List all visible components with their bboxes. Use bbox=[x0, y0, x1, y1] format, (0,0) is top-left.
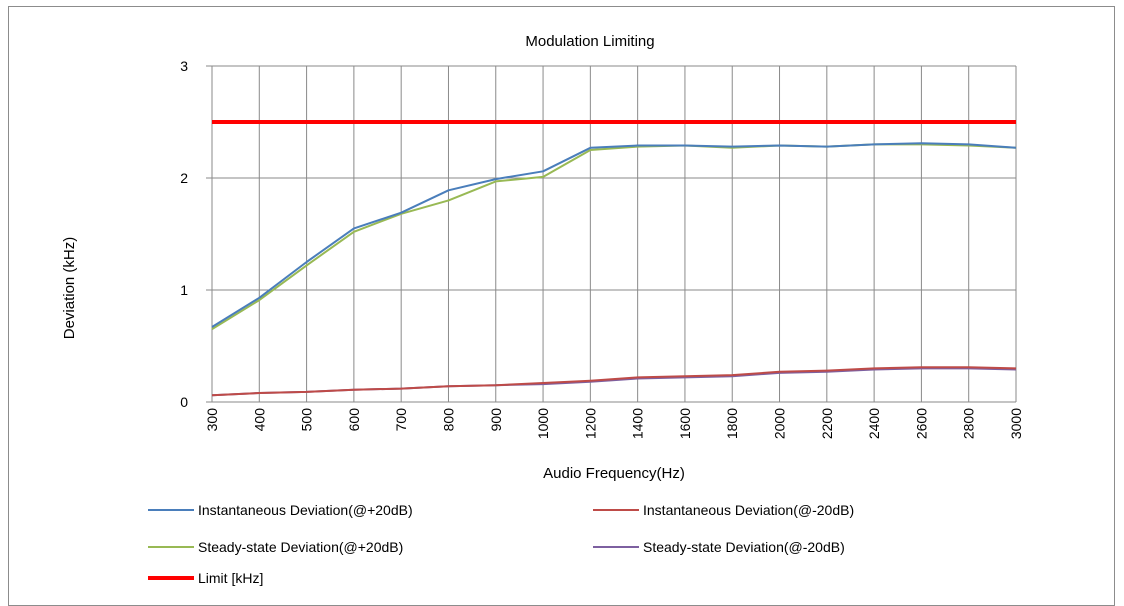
series-layer bbox=[211, 120, 1017, 397]
legend-label: Instantaneous Deviation(@+20dB) bbox=[198, 502, 413, 518]
series-line bbox=[211, 142, 1017, 328]
plot-grid bbox=[206, 65, 1017, 403]
y-axis-label: Deviation (kHz) bbox=[61, 237, 78, 340]
x-axis-label: Audio Frequency(Hz) bbox=[543, 465, 685, 482]
series-line bbox=[211, 366, 1017, 397]
x-tick-label: 1600 bbox=[677, 408, 693, 439]
x-tick-label: 3000 bbox=[1008, 408, 1024, 439]
chart-area bbox=[8, 6, 1115, 606]
legend-label: Limit [kHz] bbox=[198, 570, 263, 586]
legend-label: Instantaneous Deviation(@-20dB) bbox=[643, 502, 854, 518]
x-tick-label: 500 bbox=[299, 408, 315, 432]
y-axis-ticks: 0 1 2 3 bbox=[180, 58, 212, 410]
y-tick-label: 1 bbox=[180, 282, 188, 298]
x-tick-label: 2800 bbox=[961, 408, 977, 439]
y-tick-label: 2 bbox=[180, 170, 188, 186]
x-tick-label: 400 bbox=[251, 408, 267, 432]
legend-label: Steady-state Deviation(@+20dB) bbox=[198, 539, 403, 555]
x-tick-label: 1200 bbox=[582, 408, 598, 439]
x-tick-label: 900 bbox=[488, 408, 504, 432]
x-tick-label: 1400 bbox=[630, 408, 646, 439]
x-axis-ticks: 300 400 500 600 700 800 900 1000 1200 1400 1600 180… bbox=[204, 408, 1024, 439]
modulation-limiting-chart: Modulation Limiting 0 1 2 3 300 400 500 600 700… bbox=[61, 33, 1024, 586]
x-tick-label: 1800 bbox=[724, 408, 740, 439]
x-tick-label: 2600 bbox=[913, 408, 929, 439]
series-line bbox=[211, 143, 1017, 331]
x-tick-label: 300 bbox=[204, 408, 220, 432]
x-tick-label: 2200 bbox=[819, 408, 835, 439]
chart-title: Modulation Limiting bbox=[525, 33, 654, 50]
x-tick-label: 2400 bbox=[866, 408, 882, 439]
legend-label: Steady-state Deviation(@-20dB) bbox=[643, 539, 845, 555]
x-tick-label: 700 bbox=[393, 408, 409, 432]
x-tick-label: 1000 bbox=[535, 408, 551, 439]
x-tick-label: 2000 bbox=[772, 408, 788, 439]
legend: Instantaneous Deviation(@+20dB) Instantan… bbox=[148, 502, 854, 586]
y-tick-label: 3 bbox=[180, 58, 188, 74]
x-tick-label: 600 bbox=[346, 408, 362, 432]
x-tick-label: 800 bbox=[440, 408, 456, 432]
y-tick-label: 0 bbox=[180, 394, 188, 410]
